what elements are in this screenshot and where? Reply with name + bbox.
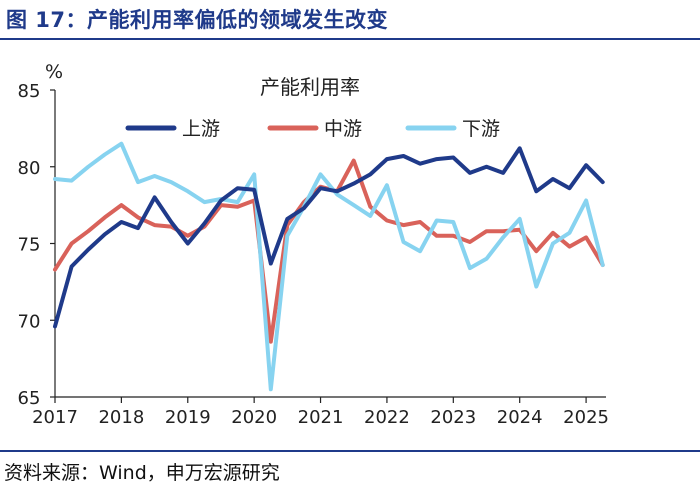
x-tick-label: 2022 — [364, 407, 410, 428]
y-tick-label: 65 — [18, 388, 41, 409]
x-tick-label: 2019 — [165, 407, 211, 428]
x-tick-label: 2017 — [32, 407, 78, 428]
x-tick-label: 2023 — [430, 407, 476, 428]
title-divider — [0, 38, 700, 40]
source-divider — [0, 450, 700, 452]
legend-label: 上游 — [182, 118, 220, 140]
y-tick-label: 85 — [18, 81, 41, 102]
x-tick-label: 2024 — [497, 407, 543, 428]
x-tick-label: 2020 — [231, 407, 277, 428]
series-line-1 — [53, 146, 605, 329]
x-tick-label: 2021 — [298, 407, 344, 428]
chart-title: 产能利用率 — [260, 75, 360, 99]
source-note: 资料来源：Wind，申万宏源研究 — [4, 462, 280, 484]
line-chart: 65 70 75 80 85 2017 2018 2019 2020 2021 2022 2023 2… — [18, 61, 609, 428]
legend-label: 中游 — [324, 118, 362, 140]
legend-label: 下游 — [462, 118, 500, 140]
y-tick-label: 70 — [18, 311, 41, 332]
x-tick-label: 2025 — [563, 407, 609, 428]
series-line-3 — [53, 141, 605, 392]
y-unit-label: % — [45, 61, 63, 83]
x-tick-label: 2018 — [98, 407, 144, 428]
figure-title: 图 17：产能利用率偏低的领域发生改变 — [6, 8, 389, 32]
y-tick-label: 75 — [18, 235, 41, 256]
y-tick-label: 80 — [18, 158, 41, 179]
